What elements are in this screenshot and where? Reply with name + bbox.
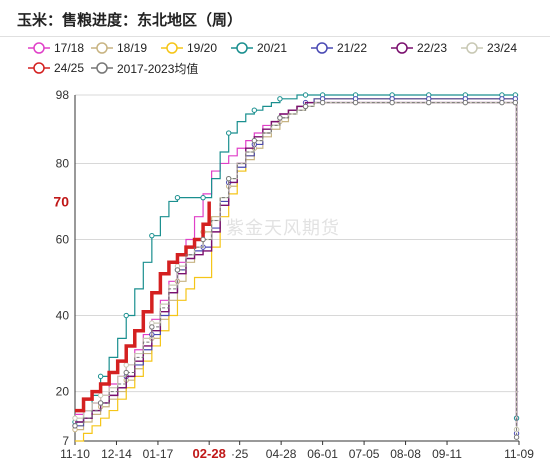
series-point-8 xyxy=(225,175,232,182)
series-point-6 xyxy=(97,392,104,399)
series-point-8 xyxy=(123,369,129,376)
series-point-8 xyxy=(389,99,395,106)
y-tick-label-80: 80 xyxy=(56,156,70,170)
y-tick-label-40: 40 xyxy=(56,309,70,323)
series-point-8 xyxy=(149,324,155,330)
legend-label: 24/25 xyxy=(54,61,85,75)
series-point-3 xyxy=(97,373,104,380)
y-tick-label-7: 7 xyxy=(62,434,69,448)
series-line-6 xyxy=(75,102,518,430)
series-point-6 xyxy=(123,362,129,368)
series-point-3 xyxy=(174,194,181,201)
legend-label: 17/18 xyxy=(54,41,85,55)
x-tick-label: 06-01 xyxy=(307,447,338,461)
y-highlight-label: 70 xyxy=(53,193,69,209)
legend-label: 19/20 xyxy=(187,41,218,55)
legend-swatch-icon xyxy=(161,42,183,54)
legend-swatch-icon xyxy=(391,42,413,54)
series-line-5 xyxy=(75,101,518,426)
y-tick-label-98: 98 xyxy=(56,88,70,102)
series-point-3 xyxy=(225,130,232,136)
x-tick-label: 09-11 xyxy=(432,447,462,461)
legend-item: 22/23 xyxy=(391,40,447,56)
series-line-3 xyxy=(75,94,518,423)
x-tick-label: 12-14 xyxy=(101,447,132,461)
series-line-7 xyxy=(75,201,211,413)
y-tick-label-60: 60 xyxy=(56,232,70,246)
legend-item: 2017-2023均值 xyxy=(91,60,198,76)
x-tick-label: 04-28 xyxy=(266,447,297,461)
legend-label: 21/22 xyxy=(337,41,368,55)
legend-swatch-icon xyxy=(91,62,113,74)
series-point-8 xyxy=(499,99,505,106)
legend-label: 22/23 xyxy=(417,41,448,55)
legend-swatch-icon xyxy=(231,42,253,54)
series-point-6 xyxy=(72,415,78,421)
legend-swatch-icon xyxy=(91,42,113,54)
watermark-text: 紫金天风期货 xyxy=(226,218,340,238)
series-point-8 xyxy=(277,115,283,121)
y-tick-label-20: 20 xyxy=(56,385,70,399)
x-tick-label: 01-17 xyxy=(143,447,174,461)
legend-swatch-icon xyxy=(28,42,50,54)
series-point-3 xyxy=(251,107,258,113)
legend-swatch-icon xyxy=(28,62,50,74)
x-tick-label: 07-05 xyxy=(349,447,380,461)
legend-swatch-icon xyxy=(311,42,333,54)
legend-label: 2017-2023均值 xyxy=(117,61,199,76)
series-point-8 xyxy=(302,103,309,110)
series-point-8 xyxy=(513,434,520,440)
chart-title: 玉米：售粮进度：东北地区（周） xyxy=(17,12,243,29)
x-tick-label: 08-08 xyxy=(390,447,421,461)
legend-label: 23/24 xyxy=(487,41,518,55)
legend-item: 23/24 xyxy=(461,40,517,56)
title-divider xyxy=(0,36,550,37)
legend-swatch-icon xyxy=(461,42,483,54)
legend-item: 18/19 xyxy=(91,40,147,56)
x-tick-label: 11-09 xyxy=(504,447,534,461)
series-point-3 xyxy=(277,96,283,102)
series-point-3 xyxy=(123,312,129,319)
series-point-8 xyxy=(200,236,206,243)
x-tick-label: 11-10 xyxy=(60,447,90,461)
series-point-8 xyxy=(319,99,326,106)
series-line-8 xyxy=(75,102,518,438)
series-line-0 xyxy=(75,98,518,422)
series-point-8 xyxy=(352,99,359,106)
legend-item: 17/18 xyxy=(28,40,84,56)
legend-item: 21/22 xyxy=(311,40,367,56)
series-point-8 xyxy=(426,99,432,106)
series-point-8 xyxy=(462,99,469,106)
series-point-8 xyxy=(251,137,258,144)
series-line-1 xyxy=(75,98,518,431)
legend-item: 24/25 xyxy=(28,60,84,76)
legend-label: 20/21 xyxy=(257,41,288,55)
x-tick-label: ·25 xyxy=(231,447,249,461)
legend-item: 20/21 xyxy=(231,40,287,56)
x-highlight-label: 02-28 xyxy=(193,446,226,461)
series-point-8 xyxy=(512,99,519,106)
series-line-4 xyxy=(75,98,518,434)
legend-item: 19/20 xyxy=(161,40,217,56)
series-point-3 xyxy=(302,92,309,98)
series-point-3 xyxy=(200,194,206,201)
legend-label: 18/19 xyxy=(117,41,148,55)
series-line-2 xyxy=(75,98,518,442)
series-point-8 xyxy=(97,400,104,406)
series-point-8 xyxy=(72,423,78,429)
series-point-8 xyxy=(174,267,181,273)
series-point-3 xyxy=(149,232,155,239)
